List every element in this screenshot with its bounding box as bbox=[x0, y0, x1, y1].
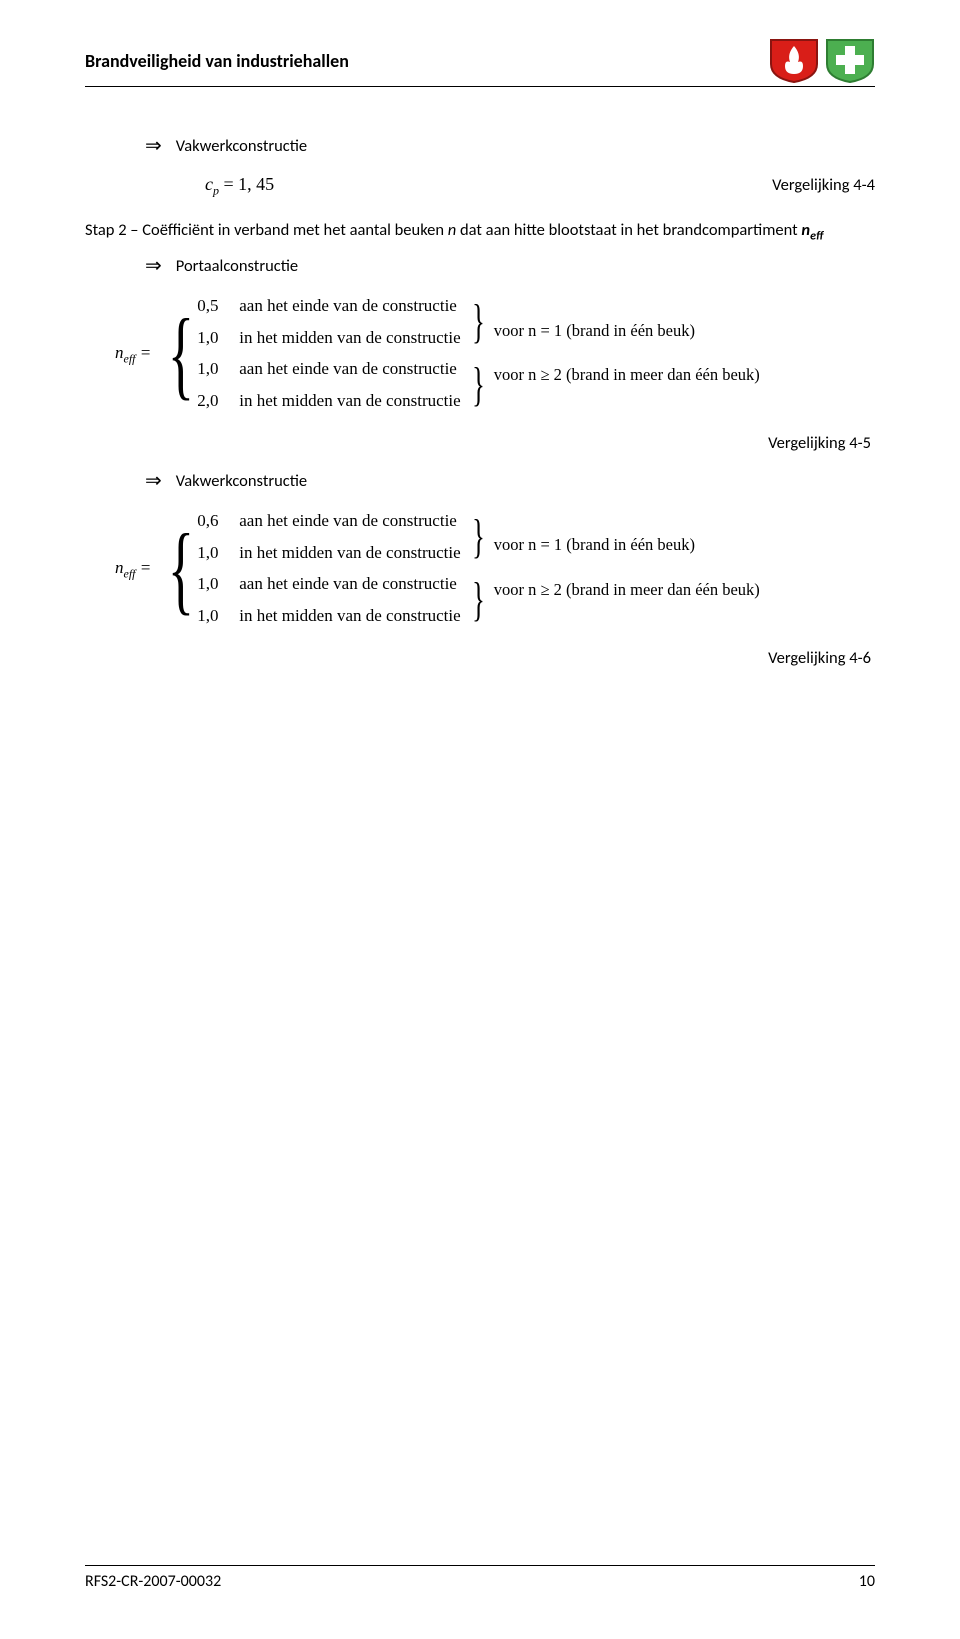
brace-pair-2: 1,0aan het einde van de constructie 2,0i… bbox=[197, 356, 491, 413]
neff-op: = bbox=[140, 343, 151, 362]
case-line: 1,0in het midden van de constructie bbox=[197, 540, 460, 566]
brace-pair-1: 0,5aan het einde van de constructie 1,0i… bbox=[197, 293, 491, 350]
step2-paragraph: Stap 2 – Coëfficiënt in verband met het … bbox=[85, 218, 875, 246]
case-desc: in het midden van de constructie bbox=[239, 543, 460, 562]
right-brace-icon: } bbox=[472, 303, 485, 341]
case-line: 0,5aan het einde van de constructie bbox=[197, 293, 460, 319]
case-line: 2,0in het midden van de constructie bbox=[197, 388, 460, 414]
cond-1: voor n = 1 (brand in één beuk) bbox=[494, 319, 760, 344]
neff-vakwerk-block: neff = { 0,6aan het einde van de constru… bbox=[85, 508, 875, 628]
case-col-2: 1,0aan het einde van de constructie 2,0i… bbox=[197, 356, 460, 413]
case-desc: aan het einde van de constructie bbox=[239, 511, 457, 530]
right-brace-icon: } bbox=[472, 581, 485, 619]
neff-lhs: neff = bbox=[115, 340, 151, 367]
eq-ref-portal: Vergelijking 4-5 bbox=[85, 431, 875, 456]
medical-cross-shield-icon bbox=[825, 38, 875, 84]
case-desc: aan het einde van de constructie bbox=[239, 359, 457, 378]
cond-2: voor n ≥ 2 (brand in meer dan één beuk) bbox=[494, 578, 760, 603]
case-num: 1,0 bbox=[197, 325, 239, 351]
implies-portaal: ⇒ Portaalconstructie bbox=[85, 251, 875, 281]
right-brace-icon: } bbox=[472, 518, 485, 556]
case-col-1: 0,5aan het einde van de constructie 1,0i… bbox=[197, 293, 460, 350]
neff-var: n bbox=[115, 558, 124, 577]
eq-op: = bbox=[224, 174, 234, 194]
eq-sub: p bbox=[213, 184, 219, 198]
flame-shield-icon bbox=[769, 38, 819, 84]
brace-pair-1: 0,6aan het einde van de constructie 1,0i… bbox=[197, 508, 491, 565]
page-footer: RFS2-CR-2007-00032 10 bbox=[85, 1565, 875, 1591]
case-num: 0,5 bbox=[197, 293, 239, 319]
cond-1: voor n = 1 (brand in één beuk) bbox=[494, 533, 760, 558]
neff-op: = bbox=[140, 558, 151, 577]
step2-prefix: Stap 2 – Coëfficiënt in verband met het … bbox=[85, 220, 448, 240]
brace-rows: 0,5aan het einde van de constructie 1,0i… bbox=[197, 293, 491, 413]
case-line: 1,0aan het einde van de constructie bbox=[197, 356, 460, 382]
eq-var: c bbox=[205, 174, 213, 194]
implies-symbol: ⇒ bbox=[145, 251, 162, 281]
case-line: 1,0in het midden van de constructie bbox=[197, 603, 460, 629]
cond-col: voor n = 1 (brand in één beuk) voor n ≥ … bbox=[492, 319, 760, 389]
neff-sub: eff bbox=[124, 351, 136, 365]
neff-var: n bbox=[115, 343, 124, 362]
implies-label: Vakwerkconstructie bbox=[176, 469, 307, 494]
header-icons bbox=[769, 38, 875, 84]
cond-2: voor n ≥ 2 (brand in meer dan één beuk) bbox=[494, 363, 760, 388]
brace-pair-2: 1,0aan het einde van de constructie 1,0i… bbox=[197, 571, 491, 628]
case-num: 0,6 bbox=[197, 508, 239, 534]
case-num: 1,0 bbox=[197, 603, 239, 629]
step2-var-n: n bbox=[448, 220, 456, 240]
case-line: 1,0aan het einde van de constructie bbox=[197, 571, 460, 597]
left-brace-icon: { bbox=[168, 526, 194, 611]
eq-lhs: cp = 1, 45 bbox=[205, 171, 274, 200]
case-desc: aan het einde van de constructie bbox=[239, 574, 457, 593]
implies-vakwerk-1: ⇒ Vakwerkconstructie bbox=[85, 131, 875, 161]
equation-cp: cp = 1, 45 Vergelijking 4-4 bbox=[85, 171, 875, 200]
brace-rows: 0,6aan het einde van de constructie 1,0i… bbox=[197, 508, 491, 628]
case-desc: in het midden van de constructie bbox=[239, 391, 460, 410]
case-line: 0,6aan het einde van de constructie bbox=[197, 508, 460, 534]
page-header: Brandveiligheid van industriehallen bbox=[85, 38, 875, 87]
right-brace-icon: } bbox=[472, 366, 485, 404]
neff-sub: eff bbox=[124, 566, 136, 580]
case-num: 1,0 bbox=[197, 571, 239, 597]
implies-symbol: ⇒ bbox=[145, 466, 162, 496]
case-num: 1,0 bbox=[197, 356, 239, 382]
case-col-1: 0,6aan het einde van de constructie 1,0i… bbox=[197, 508, 460, 565]
footer-doc-id: RFS2-CR-2007-00032 bbox=[85, 1572, 221, 1591]
case-num: 1,0 bbox=[197, 540, 239, 566]
left-brace-icon: { bbox=[168, 311, 194, 396]
step2-sub-eff: eff bbox=[810, 229, 823, 243]
implies-label: Portaalconstructie bbox=[176, 254, 298, 279]
eq-ref-vakwerk: Vergelijking 4-6 bbox=[85, 646, 875, 671]
footer-page-num: 10 bbox=[859, 1572, 875, 1591]
implies-symbol: ⇒ bbox=[145, 131, 162, 161]
case-desc: in het midden van de constructie bbox=[239, 606, 460, 625]
neff-lhs: neff = bbox=[115, 555, 151, 582]
case-col-2: 1,0aan het einde van de constructie 1,0i… bbox=[197, 571, 460, 628]
eq-ref: Vergelijking 4-4 bbox=[772, 173, 875, 198]
case-desc: aan het einde van de constructie bbox=[239, 296, 457, 315]
step2-var-neff: n bbox=[801, 220, 810, 240]
neff-portal-block: neff = { 0,5aan het einde van de constru… bbox=[85, 293, 875, 413]
page-body: ⇒ Vakwerkconstructie cp = 1, 45 Vergelij… bbox=[85, 131, 875, 671]
implies-vakwerk-2: ⇒ Vakwerkconstructie bbox=[85, 466, 875, 496]
eq-val: 1, 45 bbox=[238, 174, 274, 194]
implies-label: Vakwerkconstructie bbox=[176, 134, 307, 159]
case-num: 2,0 bbox=[197, 388, 239, 414]
cond-col: voor n = 1 (brand in één beuk) voor n ≥ … bbox=[492, 533, 760, 603]
header-title: Brandveiligheid van industriehallen bbox=[85, 50, 349, 72]
step2-mid: dat aan hitte blootstaat in het brandcom… bbox=[456, 220, 801, 240]
case-line: 1,0in het midden van de constructie bbox=[197, 325, 460, 351]
case-desc: in het midden van de constructie bbox=[239, 328, 460, 347]
